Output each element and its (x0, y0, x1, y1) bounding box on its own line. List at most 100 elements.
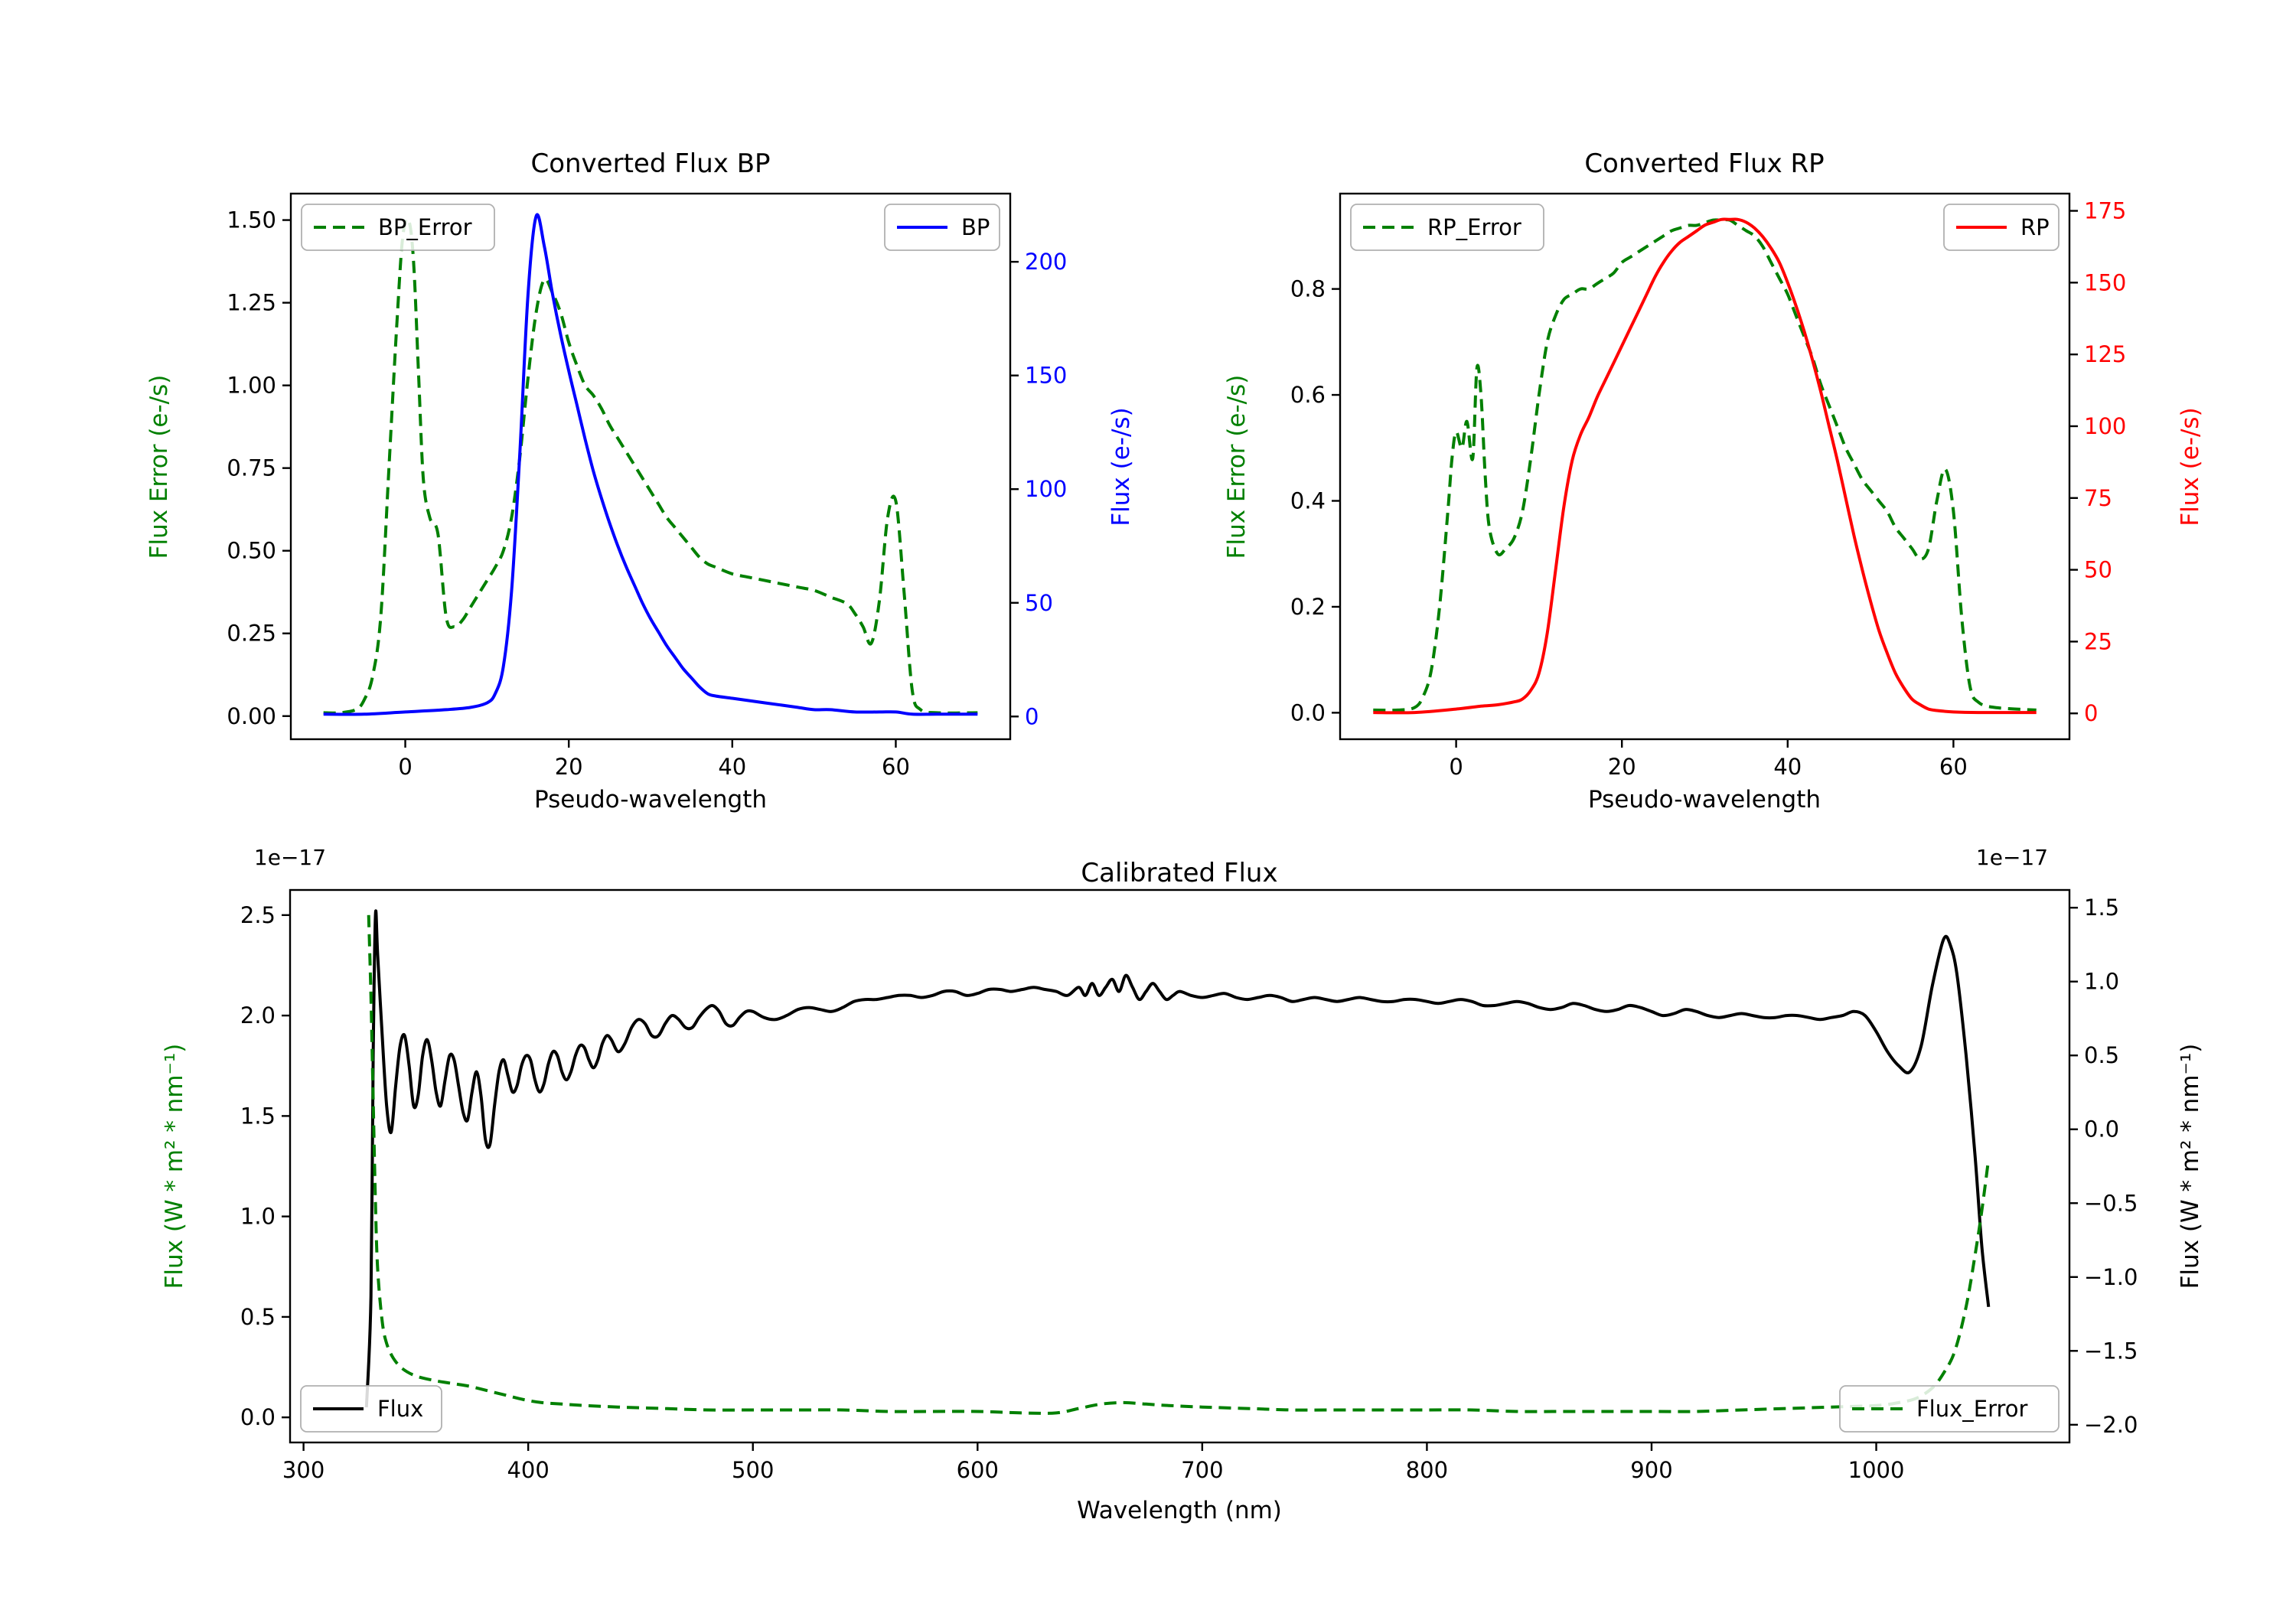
y-tick-label-left: 0.0 (240, 1404, 276, 1430)
y-tick-label-right: 0.0 (2084, 1116, 2119, 1143)
y-tick-label-right: 0 (1025, 703, 1039, 729)
x-tick-label: 0 (398, 754, 412, 780)
x-tick-label: 500 (732, 1457, 774, 1483)
legend-bp-error: BP_Error (301, 204, 495, 251)
legend-label: RP (2020, 214, 2050, 240)
chart-converted-flux-rp: 0 20 40 60 0.0 0.2 0.4 0.6 0.8 Flux Error (e-/s) 0… (1148, 99, 2296, 872)
x-axis-label: Wavelength (nm) (1077, 1497, 1282, 1524)
y-tick-label-right: 75 (2084, 485, 2112, 511)
x-tick-label: 20 (1608, 754, 1636, 780)
y-tick-label-left: 1.5 (240, 1103, 276, 1129)
y-tick-label-right: 50 (2084, 557, 2112, 583)
x-axis-label: Pseudo-wavelength (1588, 786, 1821, 813)
offset-text-left: 1e−17 (254, 845, 326, 870)
x-tick-label: 900 (1630, 1457, 1672, 1483)
plot-svg-converted-flux-rp: 0 20 40 60 0.0 0.2 0.4 0.6 0.8 Flux Error (e-/s) 0… (1223, 148, 2204, 813)
chart-title: Calibrated Flux (1081, 858, 1277, 888)
y-tick-label-left: 0.2 (1290, 594, 1326, 620)
y-tick-label-right: 50 (1025, 590, 1053, 616)
y-tick-label-left: 0.25 (227, 621, 276, 647)
legend-flux: Flux (300, 1385, 442, 1433)
y-axis-label-left: Flux (W * m² * nm⁻¹) (161, 1044, 188, 1289)
legend-label: Flux (377, 1396, 423, 1422)
plot-svg-converted-flux-bp: 0 20 40 60 0.00 0.25 0.50 0.75 1.00 1.25 1.50 Flux … (145, 148, 1135, 813)
y-axis-label-left: Flux Error (e-/s) (145, 375, 173, 559)
plot-svg-calibrated-flux: 300 400 500 600 700 800 900 1000 0.0 0.5 1.0 1.5 2.0… (161, 845, 2204, 1524)
y-tick-label-right: −2.0 (2084, 1412, 2138, 1438)
y-axis-label-right: Flux (e-/s) (1107, 407, 1135, 526)
series-bp-line (323, 213, 978, 716)
y-tick-label-left: 2.0 (240, 1002, 276, 1028)
x-tick-label: 60 (1939, 754, 1968, 780)
x-tick-label: 0 (1449, 754, 1463, 780)
axes-frame (289, 192, 1012, 741)
y-tick-label-right: 1.0 (2084, 969, 2119, 995)
y-tick-label-left: 2.5 (240, 902, 276, 928)
y-tick-label-right: −0.5 (2084, 1190, 2138, 1216)
y-tick-label-right: 0 (2084, 700, 2098, 726)
y-tick-label-right: 175 (2084, 198, 2126, 224)
chart-title: Converted Flux BP (530, 148, 770, 179)
series-bp-error-line (323, 217, 978, 715)
x-tick-label: 700 (1181, 1457, 1223, 1483)
chart-calibrated-flux: 300 400 500 600 700 800 900 1000 0.0 0.5 1.0 1.5 2.0… (0, 842, 2296, 1607)
legend-frame (301, 204, 495, 251)
legend-flux-error: Flux_Error (1839, 1385, 2060, 1433)
y-tick-label-right: 150 (2084, 269, 2126, 295)
y-axis-label-right: Flux (W * m² * nm⁻¹) (2177, 1044, 2204, 1289)
legend-frame (300, 1385, 442, 1433)
y-tick-label-right: 25 (2084, 628, 2112, 654)
y-tick-label-right: 1.5 (2084, 895, 2119, 921)
y-tick-label-left: 1.0 (240, 1204, 276, 1230)
legend-frame (1839, 1385, 2060, 1433)
series-rp-error-line (1373, 218, 2037, 712)
x-tick-label: 600 (957, 1457, 999, 1483)
y-tick-label-right: −1.0 (2084, 1264, 2138, 1290)
y-tick-label-right: 200 (1025, 249, 1067, 275)
x-tick-label: 60 (882, 754, 910, 780)
x-tick-label: 40 (1773, 754, 1802, 780)
x-tick-label: 300 (282, 1457, 325, 1483)
y-axis-label-right: Flux (e-/s) (2177, 407, 2204, 526)
y-tick-label-left: 1.00 (227, 373, 276, 399)
legend-label: BP_Error (378, 214, 472, 240)
y-tick-label-right: 150 (1025, 363, 1067, 389)
chart-converted-flux-bp: 0 20 40 60 0.00 0.25 0.50 0.75 1.00 1.25 1.50 Flux … (0, 99, 1148, 872)
y-axis-label-left: Flux Error (e-/s) (1223, 375, 1251, 559)
axes-frame (1339, 192, 2071, 741)
series-flux-error-line (367, 914, 1991, 1415)
series-flux-line (364, 909, 1991, 1408)
y-tick-label-left: 1.50 (227, 207, 276, 233)
y-tick-label-left: 0.8 (1290, 276, 1326, 302)
x-tick-label: 20 (555, 754, 583, 780)
legend-rp-error: RP_Error (1350, 204, 1544, 251)
legend-frame (1350, 204, 1544, 251)
y-tick-label-left: 0.4 (1290, 487, 1326, 513)
y-tick-label-right: −1.5 (2084, 1338, 2138, 1364)
axes-frame (289, 888, 2071, 1444)
y-tick-label-left: 1.25 (227, 290, 276, 316)
y-tick-label-left: 0.00 (227, 703, 276, 729)
legend-label: Flux_Error (1916, 1396, 2028, 1422)
series-rp-line (1373, 217, 2037, 715)
y-tick-label-left: 0.5 (240, 1304, 276, 1330)
x-tick-label: 400 (507, 1457, 549, 1483)
legend-rp: RP (1943, 204, 2060, 251)
x-axis-label: Pseudo-wavelength (534, 786, 767, 813)
legend-label: BP (961, 214, 990, 240)
legend-label: RP_Error (1427, 214, 1521, 240)
y-tick-label-left: 0.6 (1290, 382, 1326, 408)
y-tick-label-right: 100 (1025, 476, 1067, 502)
y-tick-label-right: 0.5 (2084, 1042, 2119, 1068)
legend-bp: BP (884, 204, 1000, 251)
y-tick-label-left: 0.50 (227, 538, 276, 564)
offset-text-right: 1e−17 (1976, 845, 2048, 870)
y-tick-label-left: 0.75 (227, 455, 276, 481)
chart-title: Converted Flux RP (1584, 148, 1824, 179)
y-tick-label-left: 0.0 (1290, 699, 1326, 725)
x-tick-label: 1000 (1848, 1457, 1905, 1483)
x-tick-label: 40 (718, 754, 746, 780)
y-tick-label-right: 100 (2084, 413, 2126, 439)
y-tick-label-right: 125 (2084, 341, 2126, 367)
